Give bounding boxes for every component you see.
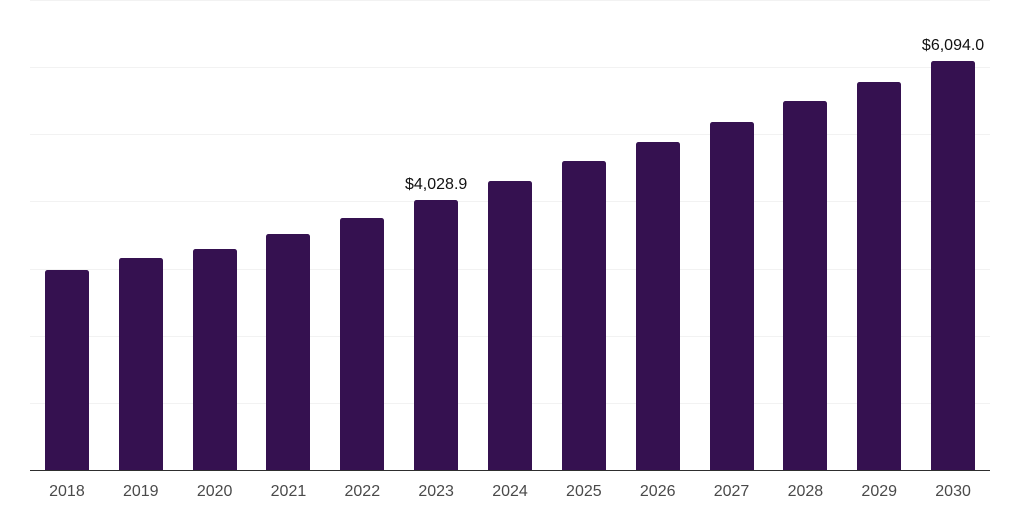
- x-tick-2023: 2023: [418, 483, 454, 500]
- bar-2021: [266, 234, 311, 470]
- x-tick-2025: 2025: [566, 483, 602, 500]
- gridline-5000: [30, 134, 990, 136]
- x-tick-2030: 2030: [935, 483, 971, 500]
- gridline-6000: [30, 67, 990, 69]
- bar-2022: [340, 218, 385, 470]
- x-tick-2021: 2021: [270, 483, 307, 500]
- bar-2027: [709, 121, 754, 470]
- gridline-7000: [30, 0, 990, 1]
- x-tick-2026: 2026: [639, 483, 676, 500]
- bar-2019: [118, 257, 163, 470]
- plot-area: $4,028.9 $6,094.0: [30, 0, 990, 471]
- bar-2026: [635, 141, 680, 470]
- bar-2018: [44, 269, 89, 470]
- x-tick-2022: 2022: [344, 483, 381, 500]
- data-label-2030: $6,094.0: [921, 36, 985, 54]
- bar-2025: [561, 161, 606, 470]
- x-tick-2029: 2029: [861, 483, 898, 500]
- bar-2020: [192, 248, 237, 470]
- bar-2028: [783, 101, 828, 470]
- x-tick-2018: 2018: [49, 483, 85, 500]
- bar-2029: [857, 81, 902, 470]
- x-tick-2027: 2027: [713, 483, 750, 500]
- bar-2024: [488, 180, 532, 470]
- x-axis-line: [30, 469, 990, 471]
- x-tick-2028: 2028: [787, 483, 824, 500]
- bar-2023: [414, 199, 459, 470]
- x-tick-2020: 2020: [196, 483, 233, 500]
- x-tick-2019: 2019: [122, 483, 159, 500]
- bar-2030: [931, 60, 976, 470]
- x-tick-2024: 2024: [492, 483, 528, 500]
- data-label-2023: $4,028.9: [405, 175, 468, 193]
